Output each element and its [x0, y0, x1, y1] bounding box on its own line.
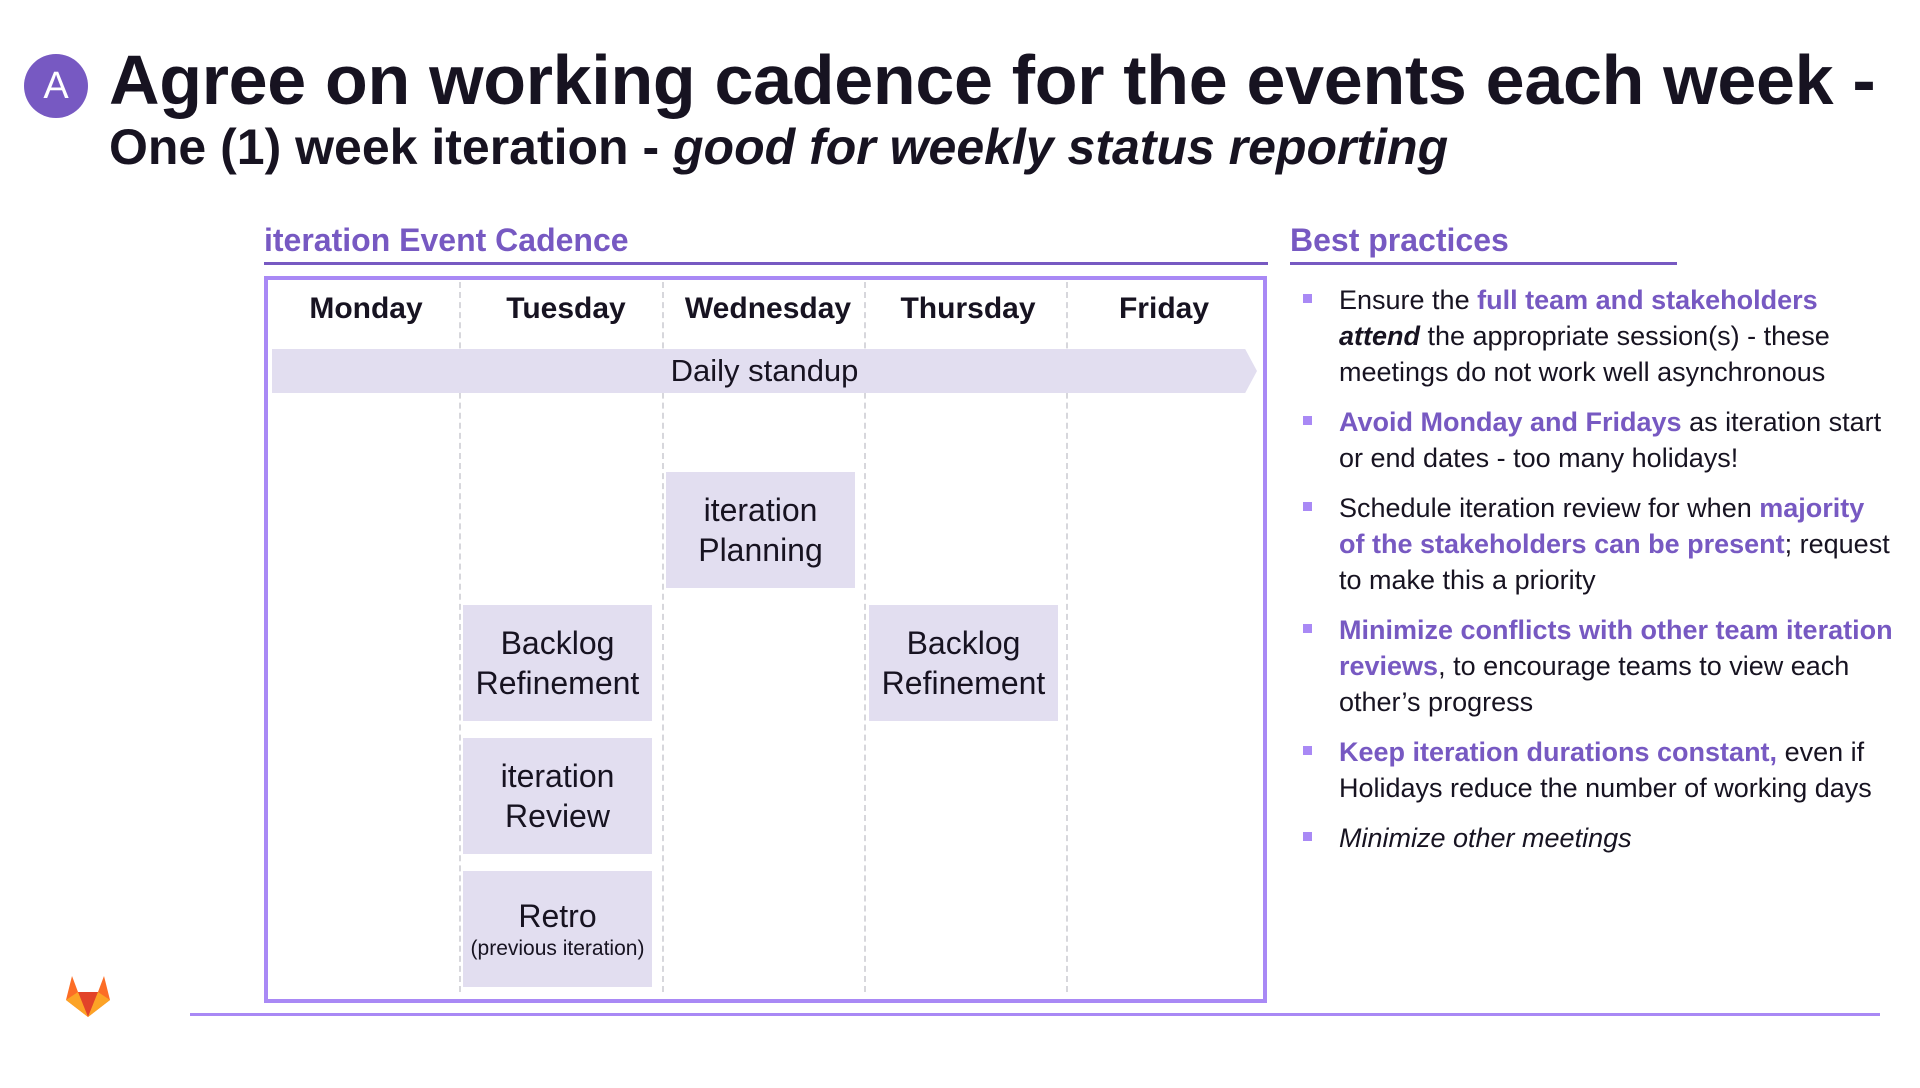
event-iteration-review: iteration Review	[463, 738, 652, 854]
event-backlog-refinement-tuesday: Backlog Refinement	[463, 605, 652, 721]
event-line: Planning	[698, 532, 823, 568]
bp-emphasis: attend	[1339, 321, 1420, 351]
bullet-icon	[1303, 416, 1312, 425]
daily-standup-bar: Daily standup	[272, 349, 1257, 393]
event-line: Retro	[518, 898, 597, 934]
footer-rule	[190, 1013, 1880, 1016]
bp-text: , to encourage teams to view each other’…	[1339, 651, 1850, 717]
bp-text: even if Holidays reduce the number of wo…	[1339, 737, 1872, 803]
section-badge: A	[24, 54, 88, 118]
bp-highlight: full team and stakeholders	[1477, 285, 1818, 315]
best-practice-item: Ensure the full team and stakeholders att…	[1303, 282, 1893, 390]
bp-highlight: Keep iteration durations constant,	[1339, 737, 1778, 767]
column-divider	[459, 282, 461, 992]
bp-text: the appropriate session(s) - these meeti…	[1339, 321, 1830, 387]
day-header-tuesday: Tuesday	[506, 292, 626, 325]
slide-title: Agree on working cadence for the events …	[109, 41, 1876, 119]
best-practice-item: Schedule iteration review for when major…	[1303, 490, 1893, 598]
bullet-icon	[1303, 502, 1312, 511]
column-divider	[1066, 282, 1068, 992]
day-header-monday: Monday	[309, 292, 423, 325]
subtitle-plain: One (1) week iteration -	[109, 119, 674, 175]
bullet-icon	[1303, 294, 1312, 303]
event-line: iteration	[703, 492, 818, 528]
best-practice-item: Keep iteration durations constant, even …	[1303, 734, 1893, 806]
event-line: Refinement	[881, 665, 1046, 701]
slide-subtitle: One (1) week iteration - good for weekly…	[109, 118, 1448, 176]
bp-highlight: Avoid Monday and Fridays	[1339, 407, 1682, 437]
day-header-friday: Friday	[1118, 292, 1210, 325]
cadence-heading: iteration Event Cadence	[264, 222, 629, 258]
best-practices-heading: Best practices	[1290, 222, 1509, 258]
event-backlog-refinement-thursday: Backlog Refinement	[869, 605, 1058, 721]
bullet-icon	[1303, 624, 1312, 633]
cadence-grid	[264, 276, 1267, 1003]
cadence-heading-rule	[264, 262, 1268, 265]
subtitle-italic: good for weekly status reporting	[673, 119, 1449, 175]
gitlab-tanuki-icon	[66, 976, 110, 1017]
bp-text: ; request to make this a priority	[1339, 529, 1890, 595]
best-practices-heading-rule	[1290, 262, 1677, 265]
event-subline: (previous iteration)	[470, 937, 645, 960]
day-header-wednesday: Wednesday	[684, 292, 852, 325]
event-line: Review	[505, 798, 610, 834]
bp-highlight: Minimize conflicts with other team itera…	[1339, 615, 1893, 681]
best-practices-list: Ensure the full team and stakeholders att…	[1303, 282, 1893, 870]
bp-highlight: majority of the stakeholders can be pres…	[1339, 493, 1865, 559]
column-divider	[662, 282, 664, 992]
event-iteration-planning: iteration Planning	[666, 472, 855, 588]
day-header-thursday: Thursday	[900, 292, 1036, 325]
event-line: Backlog	[500, 625, 615, 661]
event-line: Backlog	[906, 625, 1021, 661]
best-practice-item: Minimize conflicts with other team itera…	[1303, 612, 1893, 720]
event-line: iteration	[500, 758, 615, 794]
bp-text: Schedule iteration review for when	[1339, 493, 1760, 523]
bullet-icon	[1303, 746, 1312, 755]
bp-text: Ensure the	[1339, 285, 1478, 315]
bp-text: as iteration start or end dates - too ma…	[1339, 407, 1882, 473]
event-retro: Retro (previous iteration)	[463, 871, 652, 987]
column-divider	[864, 282, 866, 992]
event-line: Refinement	[475, 665, 640, 701]
best-practice-item: Avoid Monday and Fridays as iteration st…	[1303, 404, 1893, 476]
bp-italic: Minimize other meetings	[1339, 823, 1632, 853]
bullet-icon	[1303, 832, 1312, 841]
best-practice-item: Minimize other meetings	[1303, 820, 1893, 856]
